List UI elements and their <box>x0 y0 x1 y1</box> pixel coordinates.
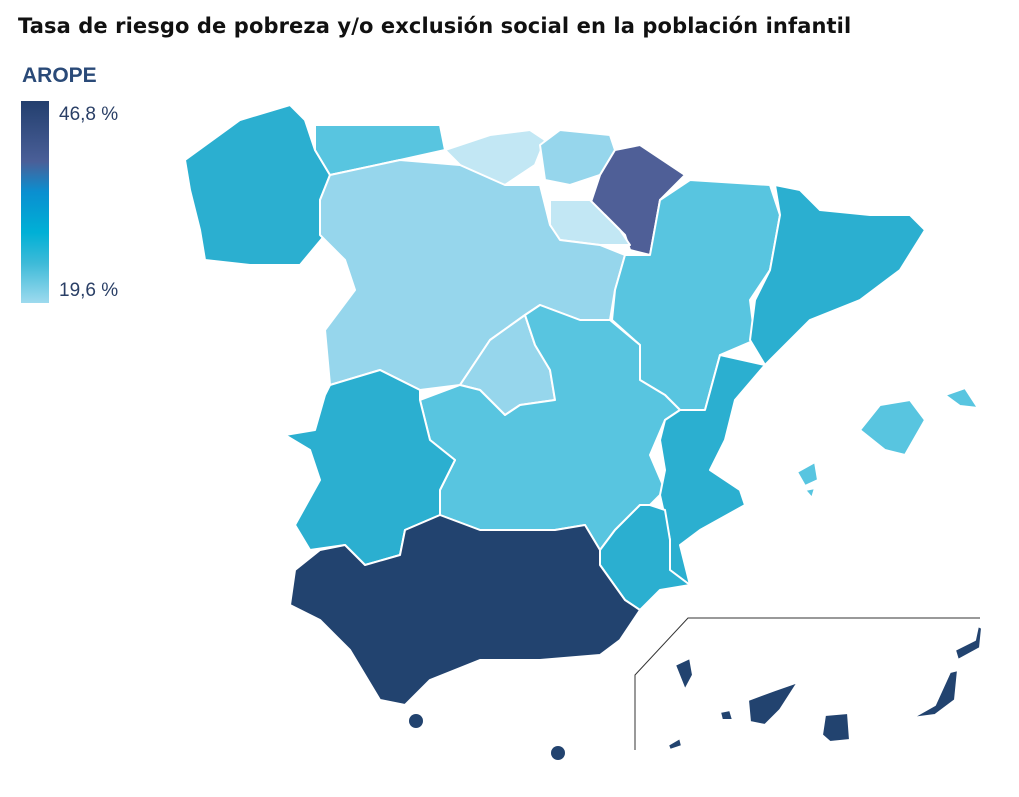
legend-max-label: 46,8 % <box>59 104 119 125</box>
legend-min-label: 19,6 % <box>59 280 119 301</box>
map-title: Tasa de riesgo de pobreza y/o exclusión … <box>18 14 852 38</box>
region-andalucia[interactable] <box>289 514 641 706</box>
region-cataluna[interactable] <box>749 184 926 366</box>
region-ibiza[interactable] <box>796 461 819 487</box>
region-canarias[interactable] <box>667 625 983 751</box>
legend-color-scale <box>21 101 49 303</box>
region-navarra[interactable] <box>589 144 686 256</box>
region-ceuta[interactable] <box>409 714 423 728</box>
region-galicia[interactable] <box>184 104 331 266</box>
region-menorca[interactable] <box>944 387 979 409</box>
region-formentera[interactable] <box>804 487 816 499</box>
region-mallorca[interactable] <box>859 399 926 456</box>
legend-title: AROPE <box>22 64 97 87</box>
region-melilla[interactable] <box>551 746 565 760</box>
canarias-inset-border <box>634 617 980 750</box>
